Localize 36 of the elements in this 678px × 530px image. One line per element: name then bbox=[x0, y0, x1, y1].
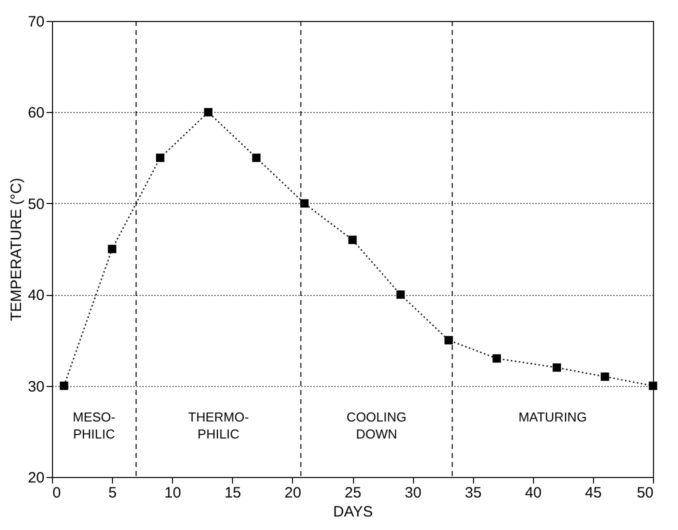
x-tick-label: 35 bbox=[464, 484, 482, 502]
annotation: MESO- PHILIC bbox=[72, 410, 116, 442]
y-tick-label: 40 bbox=[28, 287, 44, 304]
point bbox=[648, 382, 658, 390]
x-tick-label: 40 bbox=[524, 484, 542, 502]
point bbox=[252, 154, 261, 162]
point bbox=[492, 354, 501, 363]
point bbox=[300, 199, 309, 208]
annotation: COOLING DOWN bbox=[346, 410, 407, 442]
x-tick-label: 0 bbox=[52, 484, 61, 502]
x-tick-label: 50 bbox=[636, 484, 654, 502]
x-tick-label: 30 bbox=[404, 484, 422, 502]
x-tick-label: 20 bbox=[284, 484, 302, 502]
y-tick-label: 50 bbox=[28, 196, 44, 213]
x-tick-label: 10 bbox=[164, 484, 182, 502]
y-tick-label: 60 bbox=[28, 104, 44, 122]
point bbox=[396, 290, 405, 299]
point bbox=[204, 108, 212, 116]
y-tick-label: 20 bbox=[28, 470, 44, 486]
y-tick-label: 70 bbox=[28, 14, 44, 30]
y-axis-title: TEMPERATURE (°C) bbox=[8, 178, 25, 322]
point bbox=[60, 382, 68, 390]
point bbox=[156, 154, 164, 162]
point bbox=[600, 372, 610, 381]
x-axis-title: DAYS bbox=[333, 504, 373, 520]
point bbox=[108, 244, 116, 254]
x-tick-label: 15 bbox=[224, 484, 242, 502]
y-tick-label: 30 bbox=[28, 378, 44, 396]
x-tick-label: 45 bbox=[585, 484, 602, 502]
point bbox=[552, 363, 562, 372]
x-tick-label: 25 bbox=[344, 484, 362, 502]
point bbox=[444, 336, 453, 344]
point bbox=[348, 236, 357, 244]
annotation: THERMO- PHILIC bbox=[188, 410, 249, 442]
x-tick-label: 5 bbox=[108, 484, 117, 502]
annotation: MATURING bbox=[518, 410, 587, 425]
